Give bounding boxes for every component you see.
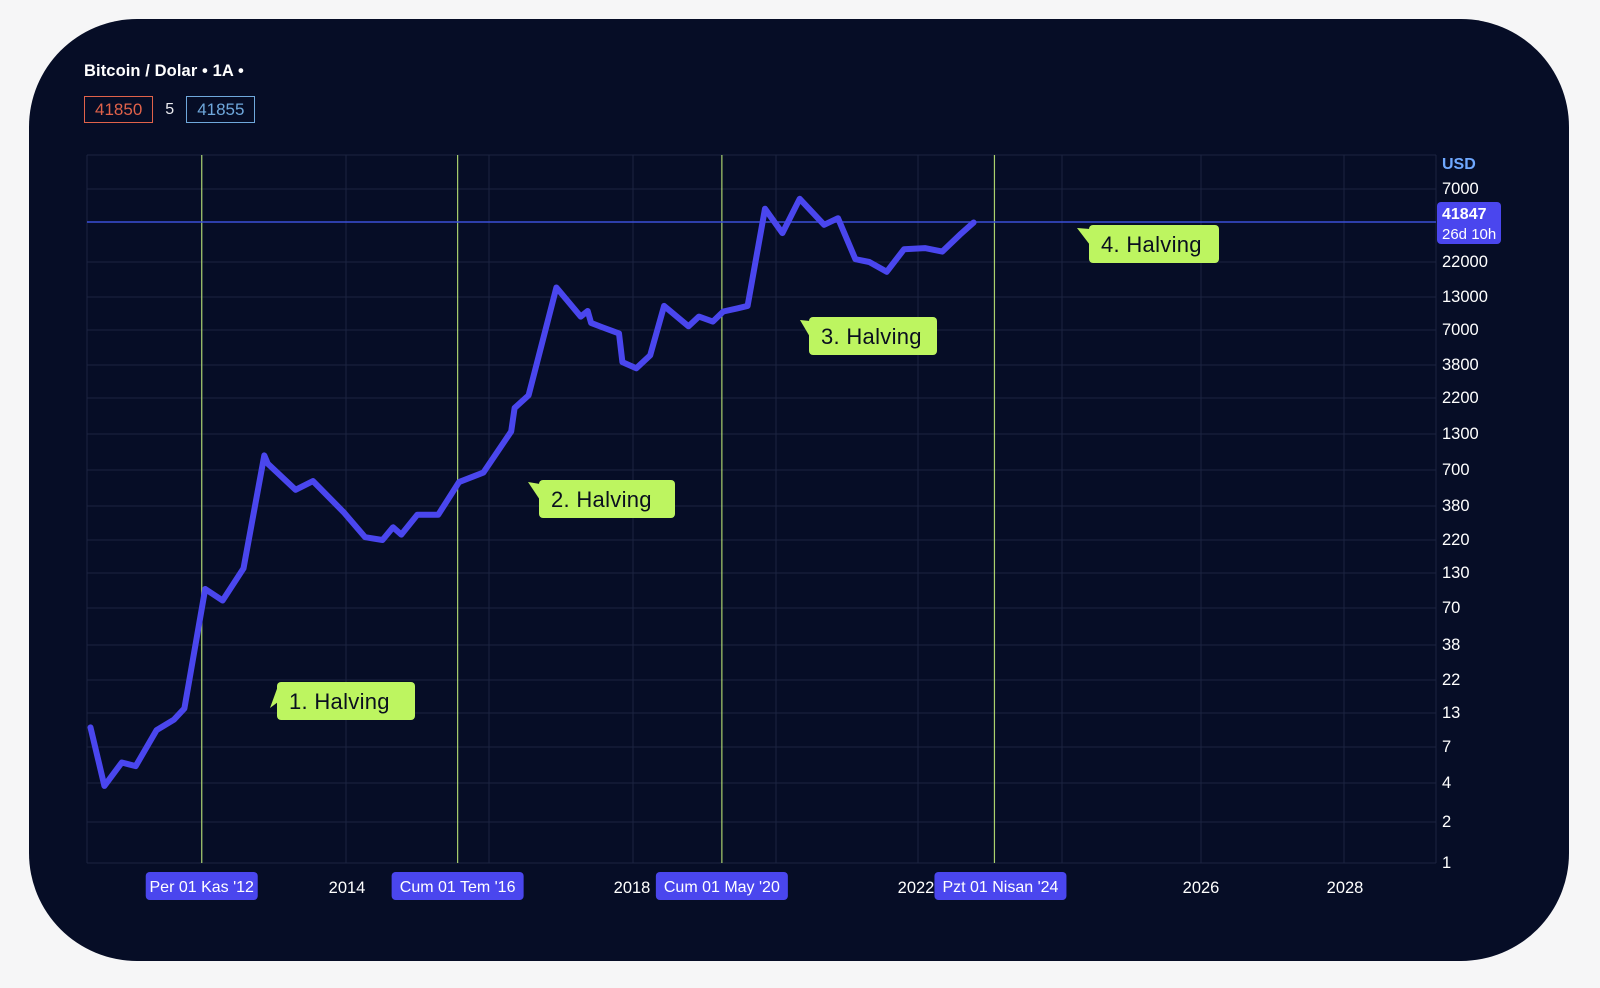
halving-date-badge[interactable] [145,872,258,900]
y-tick-label: 130 [1442,564,1470,582]
y-tick-label: 220 [1442,531,1470,549]
chart-grid [86,154,1437,864]
current-price-tag: 41847 26d 10h [1437,202,1501,244]
halving-date-badge[interactable] [655,872,788,900]
halving-date-label: Cum 01 Tem '16 [400,879,516,896]
y-tick-label: 22 [1442,671,1460,689]
halving-label: 2. Halving [551,487,652,512]
y-tick-label: 7000 [1442,180,1479,198]
x-tick-label: 2026 [1183,879,1220,897]
y-tick-label: 7000 [1442,321,1479,339]
y-tick-label: 1 [1442,854,1451,872]
halving-label: 4. Halving [1101,232,1202,257]
halving-date-label: Per 01 Kas '12 [150,879,255,896]
price-tag-background [1437,202,1501,244]
halving-label-pointer [270,686,278,708]
symbol-title[interactable]: Bitcoin / Dolar • 1A • [84,62,244,80]
halving-date-badge[interactable] [391,872,524,900]
y-axis-currency-label: USD [1442,156,1476,173]
spread-value: 5 [165,100,175,118]
y-tick-label: 13000 [1442,288,1488,306]
halving-date-label: Pzt 01 Nisan '24 [942,879,1058,896]
halving-label-pointer [528,482,540,500]
y-tick-label: 2200 [1442,389,1479,407]
halving-label-pointer [800,320,810,337]
halving-label-box[interactable] [1089,225,1219,263]
y-tick-label: 700 [1442,461,1470,479]
y-tick-label: 7 [1442,738,1451,756]
halving-label-box[interactable] [809,317,937,355]
x-tick-label: 2014 [329,879,366,897]
y-tick-label: 13 [1442,704,1460,722]
halving-label-box[interactable] [539,480,675,518]
y-tick-label: 38 [1442,636,1460,654]
halving-label-box[interactable] [277,682,415,720]
x-tick-label: 2022 [898,879,935,897]
halving-labels: Per 01 Kas '12 1. Halving Cum 01 Tem '16 2.… [145,225,1219,900]
buy-price-box[interactable]: 41855 [186,96,256,123]
y-axis[interactable]: USD 7000 22000 13000 7000 3800 2200 1300 700 380 2… [1442,156,1488,872]
y-tick-label: 70 [1442,599,1460,617]
y-tick-label: 1300 [1442,425,1479,443]
halving-label: 1. Halving [289,689,390,714]
x-tick-label: 2028 [1327,879,1364,897]
y-tick-label: 2 [1442,813,1451,831]
x-tick-label: 2018 [614,879,651,897]
y-tick-label: 380 [1442,497,1470,515]
price-tag-value: 41847 [1442,206,1487,223]
sell-price-box[interactable]: 41850 [84,96,154,123]
y-tick-label: 3800 [1442,356,1479,374]
y-tick-label: 22000 [1442,253,1488,271]
halving-label-pointer [1077,228,1090,245]
price-series-line[interactable] [87,195,977,789]
halving-label: 3. Halving [821,324,922,349]
y-tick-label: 4 [1442,774,1451,792]
price-boxes: 41850 5 41855 [84,96,256,123]
halving-date-label: Cum 01 May '20 [664,879,780,896]
price-tag-countdown: 26d 10h [1442,226,1496,243]
chart-card: Bitcoin / Dolar • 1A • 41850 5 41855 [29,19,1569,961]
halving-date-badge[interactable] [934,872,1067,900]
halving-lines [201,155,996,863]
